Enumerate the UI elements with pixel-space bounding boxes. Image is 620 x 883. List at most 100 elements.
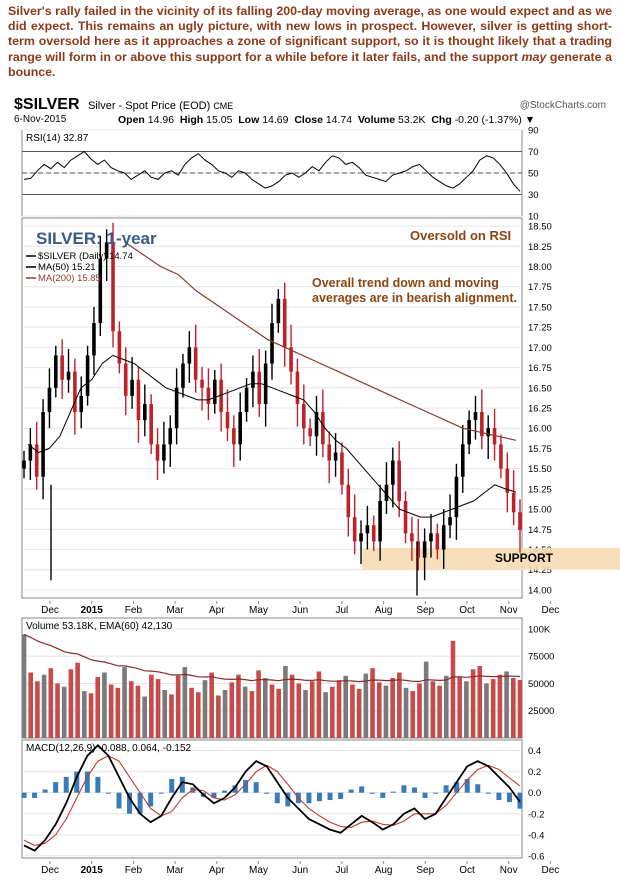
price-tick-label: 16.25: [528, 404, 552, 415]
macd-histogram-bar-6: [84, 771, 90, 793]
price-x-label: Mar: [166, 605, 184, 616]
macd-histogram-bar-31: [348, 789, 354, 793]
macd-x-label: Sep: [416, 865, 434, 876]
price-candle-body-46: [314, 412, 319, 437]
price-candle-body-36: [251, 371, 255, 388]
macd-x-label: Feb: [125, 865, 143, 876]
price-candle-body-15: [117, 331, 122, 364]
macd-x-label: 2015: [81, 865, 104, 876]
price-candle-body-22: [162, 444, 166, 461]
macd-legend: MACD(12,26,9) -0.088, 0.064, -0.152: [26, 743, 192, 754]
price-candle-body-74: [492, 428, 497, 445]
macd-x-label: Dec: [41, 865, 59, 876]
price-candle-body-9: [79, 395, 84, 413]
macd-histogram-bar-12: [148, 792, 154, 807]
volume-bar-36: [262, 678, 268, 738]
macd-histogram-bar-22: [253, 782, 259, 793]
macd-histogram-bar-2: [42, 789, 48, 793]
price-candle-body-67: [448, 517, 452, 526]
volume-bar-52: [370, 668, 375, 738]
macd-tick-label: -0.4: [528, 830, 544, 841]
macd-tick-label: 0.2: [528, 767, 541, 778]
volume-bar-8: [75, 662, 80, 738]
exchange: CME: [213, 101, 234, 111]
volume-bar-0: [21, 634, 27, 738]
ma200-line: [124, 241, 517, 441]
price-x-label: Aug: [375, 605, 393, 616]
macd-histogram-bar-30: [338, 792, 344, 799]
volume-bar-6: [61, 686, 67, 738]
volume-bar-2: [35, 681, 40, 738]
macd-tick-label: -0.6: [528, 851, 544, 862]
macd-tick-label: -0.2: [528, 809, 544, 820]
volume-bar-14: [115, 687, 121, 738]
macd-histogram-bar-41: [454, 782, 460, 793]
description-text: Silver - Spot Price (EOD): [88, 100, 211, 112]
volume-bar-64: [450, 640, 456, 738]
volume-bar-23: [175, 675, 181, 738]
price-candle-body-73: [486, 428, 491, 437]
macd-histogram-bar-36: [401, 785, 407, 793]
price-tick-label: 14.25: [528, 565, 552, 576]
volume-bar-17: [135, 685, 141, 738]
macd-histogram-bar-7: [95, 776, 101, 793]
price-tick-label: 18.25: [528, 242, 552, 253]
macd-x-label: Nov: [500, 865, 518, 876]
macd-histogram-bar-13: [158, 792, 164, 794]
macd-histogram-bar-3: [53, 782, 59, 793]
macd-histogram-bar-43: [475, 784, 481, 793]
price-candle-body-47: [321, 412, 325, 445]
volume-legend: Volume 53.18K, EMA(60) 42,130: [26, 621, 173, 632]
volume-bar-62: [437, 685, 442, 738]
price-candle-body-37: [257, 371, 262, 404]
price-x-label: Apr: [209, 605, 225, 616]
price-candle-body-51: [346, 484, 351, 518]
high-label: High: [179, 114, 204, 126]
open-value: 14.96: [147, 114, 175, 126]
price-candle-body-14: [111, 242, 115, 332]
rsi-tick-label: 90: [528, 126, 539, 137]
macd-histogram-bar-29: [327, 792, 333, 801]
price-candle-body-58: [391, 460, 395, 485]
volume-bar-3: [41, 674, 47, 738]
price-candle-body-32: [225, 412, 230, 429]
price-candle-body-5: [53, 355, 58, 388]
macd-x-label: Aug: [375, 865, 393, 876]
ma50-line: [27, 354, 517, 518]
volume-bar-20: [155, 679, 161, 738]
price-x-label: Oct: [459, 605, 475, 616]
volume-bar-51: [363, 673, 369, 738]
price-candle-body-68: [454, 476, 459, 518]
volume-bar-60: [423, 661, 429, 738]
price-candle-body-0: [22, 460, 26, 469]
price-candle-body-10: [85, 355, 90, 396]
price-legend-entry: MA(50) 15.21: [38, 262, 96, 273]
volume-label: Volume: [357, 114, 396, 126]
price-x-label: Dec: [41, 605, 59, 616]
macd-histogram-bar-9: [116, 792, 122, 809]
close-value: 14.74: [325, 114, 353, 126]
price-x-label: Jul: [336, 605, 349, 616]
intro-text-2: generate a bounce.: [8, 49, 612, 79]
price-candle-body-50: [340, 452, 344, 485]
macd-histogram-bar-18: [211, 792, 217, 798]
price-candle-body-54: [365, 525, 370, 534]
price-candle-body-62: [416, 541, 421, 558]
price-candle-body-39: [270, 323, 274, 364]
volume-bar-30: [222, 690, 228, 738]
price-candle-body-7: [66, 371, 71, 380]
price-tick-label: 15.25: [528, 484, 552, 495]
volume-bar-54: [383, 685, 389, 738]
rsi-tick-label: 30: [528, 190, 539, 201]
price-candle-body-16: [123, 363, 128, 396]
price-candle-body-23: [168, 428, 173, 445]
macd-panel-frame: [21, 739, 523, 859]
price-tick-label: 17.00: [528, 343, 552, 354]
volume-bar-58: [410, 691, 416, 738]
price-candle-body-38: [263, 363, 268, 404]
rsi-line: [23, 150, 521, 192]
volume-bar-5: [55, 683, 60, 738]
macd-histogram-bar-1: [32, 792, 38, 798]
macd-x-label: Jun: [292, 865, 308, 876]
volume-bar-67: [470, 669, 476, 738]
